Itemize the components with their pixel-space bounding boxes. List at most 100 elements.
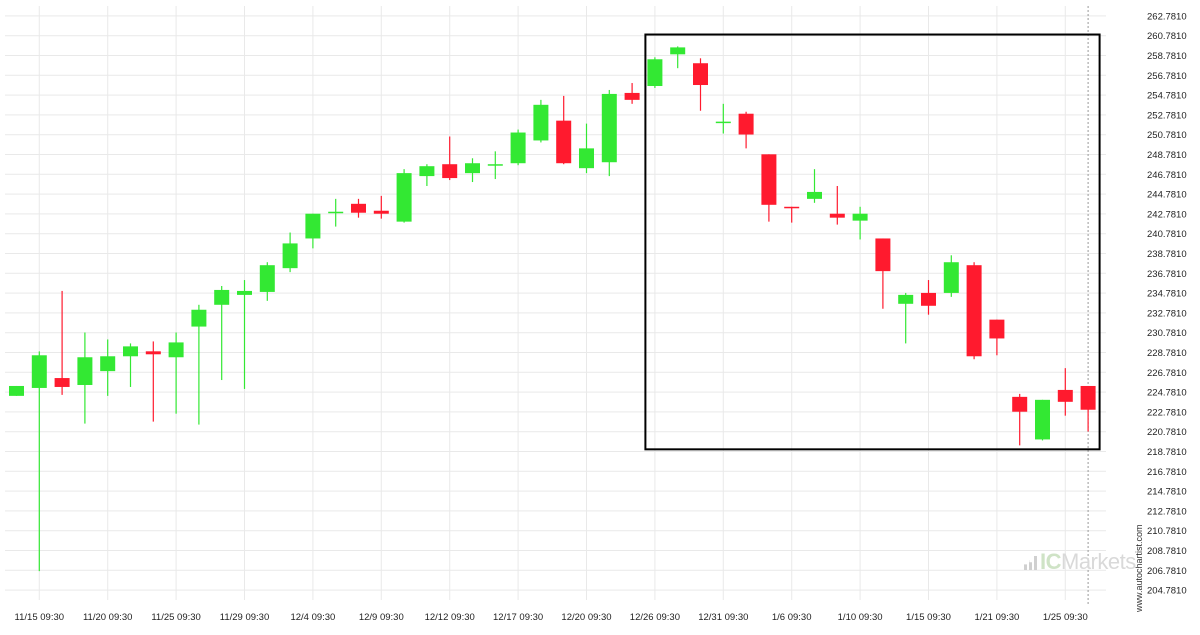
watermark-text: www.autochartist.com (1134, 524, 1144, 612)
y-tick-label: 204.7810 (1147, 586, 1187, 597)
candle-body-up (305, 213, 321, 239)
candle-body-up (465, 163, 480, 174)
y-tick-label: 226.7810 (1147, 368, 1187, 379)
x-tick-label: 1/6 09:30 (772, 612, 812, 623)
x-tick-label: 12/26 09:30 (630, 612, 680, 623)
candle-body-down (875, 238, 891, 272)
candle-body-up (9, 385, 24, 396)
candle-body-up (807, 191, 822, 199)
x-tick-label: 11/29 09:30 (220, 612, 269, 623)
brand-prefix: IC (1040, 549, 1062, 574)
candle-body-up (123, 346, 138, 357)
candle-body-down (989, 319, 1005, 339)
candle-body-down (921, 292, 936, 306)
candle-body-up (282, 243, 298, 269)
candle-body-down (145, 351, 161, 355)
y-tick-label: 210.7810 (1147, 526, 1187, 537)
x-tick-label: 12/20 09:30 (561, 612, 611, 623)
x-tick-label: 12/17 09:30 (493, 612, 543, 623)
candle-body-down (761, 154, 777, 205)
y-tick-label: 218.7810 (1147, 447, 1187, 458)
x-tick-label: 11/15 09:30 (15, 612, 64, 623)
x-tick-label: 11/20 09:30 (83, 612, 132, 623)
y-tick-label: 242.7810 (1147, 209, 1187, 220)
x-tick-label: 12/4 09:30 (290, 612, 335, 623)
candle-body-down (784, 206, 800, 209)
y-tick-label: 262.7810 (1147, 11, 1187, 22)
x-tick-label: 12/9 09:30 (359, 612, 404, 623)
candle-body-up (533, 104, 549, 141)
candle-body-up (1035, 399, 1050, 440)
candle-body-up (943, 262, 959, 293)
x-tick-label: 1/25 09:30 (1043, 612, 1088, 623)
y-tick-label: 234.7810 (1147, 289, 1187, 300)
y-tick-label: 248.7810 (1147, 150, 1187, 161)
candle-body-down (556, 120, 572, 164)
y-tick-label: 220.7810 (1147, 427, 1187, 438)
y-tick-label: 260.7810 (1147, 31, 1187, 42)
brand-name: Markets (1061, 549, 1136, 574)
candle-body-up (419, 166, 435, 177)
pattern-box (644, 33, 1101, 451)
y-tick-label: 208.7810 (1147, 546, 1187, 557)
candle-body-up (715, 121, 731, 124)
y-tick-label: 240.7810 (1147, 229, 1187, 240)
candle-body-up (601, 93, 617, 163)
x-tick-label: 12/31 09:30 (698, 612, 748, 623)
candle-body-down (1057, 389, 1073, 402)
y-tick-label: 246.7810 (1147, 170, 1187, 181)
y-tick-label: 252.7810 (1147, 110, 1187, 121)
candle-body-up (510, 132, 526, 164)
candle-body-up (77, 357, 93, 385)
candle-body-down (829, 213, 845, 218)
x-tick-label: 11/25 09:30 (151, 612, 200, 623)
icmarkets-logo: ICMarkets (1024, 549, 1136, 575)
candle-body-down (693, 63, 708, 86)
y-tick-label: 222.7810 (1147, 407, 1187, 418)
y-tick-label: 256.7810 (1147, 71, 1187, 82)
y-tick-label: 238.7810 (1147, 249, 1187, 260)
y-tick-label: 236.7810 (1147, 269, 1187, 280)
candle-body-up (237, 290, 252, 295)
y-tick-label: 228.7810 (1147, 348, 1187, 359)
candle-body-up (487, 164, 503, 166)
candle-body-up (191, 309, 207, 327)
y-tick-label: 254.7810 (1147, 91, 1187, 102)
candle-body-up (396, 173, 412, 222)
y-tick-label: 250.7810 (1147, 130, 1187, 141)
candle-body-up (259, 265, 275, 292)
candle-body-down (1080, 385, 1096, 410)
candle-body-up (579, 148, 594, 169)
candle-body-down (442, 164, 458, 179)
candle-body-down (966, 265, 982, 357)
candle-body-down (373, 210, 389, 214)
x-tick-label: 1/21 09:30 (974, 612, 1019, 623)
x-tick-label: 12/12 09:30 (425, 612, 475, 623)
candle-body-up (100, 356, 116, 372)
y-tick-label: 224.7810 (1147, 388, 1187, 399)
candle-body-down (1012, 396, 1028, 412)
candle-body-up (328, 211, 344, 214)
candle-body-up (852, 213, 868, 221)
candle-body-down (624, 92, 640, 100)
candle-body-up (214, 289, 230, 305)
candle-body-down (54, 378, 70, 387)
candle-body-down (351, 203, 366, 213)
x-tick-label: 1/10 09:30 (838, 612, 883, 623)
y-tick-label: 206.7810 (1147, 566, 1187, 577)
bar-chart-icon (1024, 556, 1038, 570)
y-tick-label: 258.7810 (1147, 51, 1187, 62)
candle-body-down (738, 113, 754, 135)
candle-body-up (168, 342, 184, 358)
y-tick-label: 232.7810 (1147, 308, 1187, 319)
candle-body-up (647, 59, 663, 87)
candle-body-up (31, 355, 47, 388)
y-tick-label: 214.7810 (1147, 487, 1187, 498)
candle-body-up (898, 294, 914, 304)
y-tick-label: 216.7810 (1147, 467, 1187, 478)
x-tick-label: 1/15 09:30 (906, 612, 951, 623)
y-tick-label: 244.7810 (1147, 190, 1187, 201)
y-tick-label: 230.7810 (1147, 328, 1187, 339)
